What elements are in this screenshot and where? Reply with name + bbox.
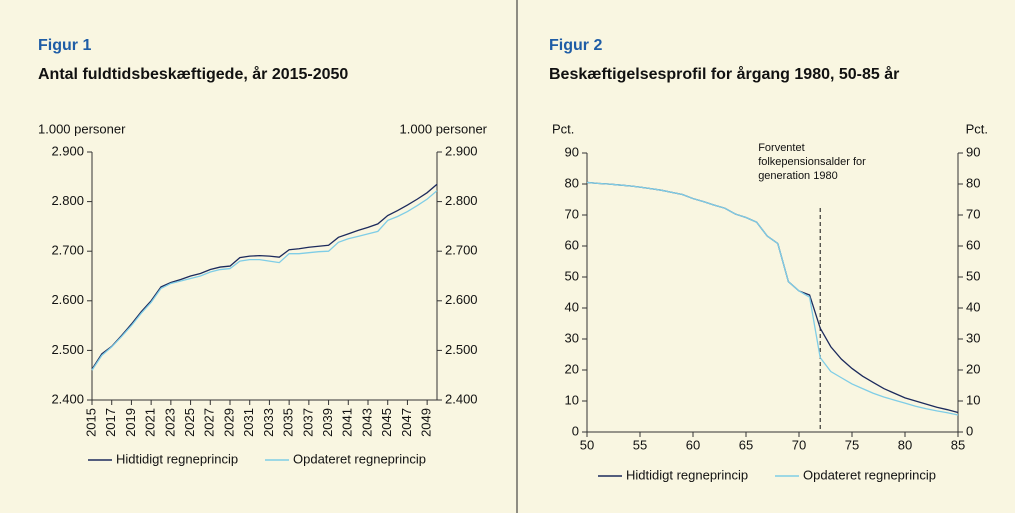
x-tick-label: 2043 xyxy=(359,408,374,437)
legend-label: Hidtidigt regneprincip xyxy=(116,451,238,466)
x-tick-label: 2049 xyxy=(419,408,434,437)
y-tick-label: 2.700 xyxy=(51,243,84,258)
x-tick-label: 2033 xyxy=(261,408,276,437)
x-tick-label: 60 xyxy=(686,437,700,452)
y2-tick-label: 2.500 xyxy=(445,342,478,357)
y2-tick-label: 70 xyxy=(966,206,980,221)
y-tick-label: 80 xyxy=(565,175,579,190)
x-tick-label: 75 xyxy=(845,437,859,452)
y-tick-label: 40 xyxy=(565,299,579,314)
y2-tick-label: 50 xyxy=(966,268,980,283)
x-tick-label: 2031 xyxy=(241,408,256,437)
y2-tick-label: 0 xyxy=(966,423,973,438)
legend-label: Opdateret regneprincip xyxy=(293,451,426,466)
y-tick-label: 2.400 xyxy=(51,391,84,406)
x-tick-label: 2037 xyxy=(300,408,315,437)
x-tick-label: 2041 xyxy=(340,408,355,437)
y2-axis-label: Pct. xyxy=(966,121,988,136)
figure-label: Figur 2 xyxy=(549,37,602,54)
chart-title: Beskæftigelsesprofil for årgang 1980, 50… xyxy=(549,65,899,83)
y-tick-label: 70 xyxy=(565,206,579,221)
x-tick-label: 2023 xyxy=(162,408,177,437)
y-tick-label: 2.900 xyxy=(51,143,84,158)
annotation-text: Forventet xyxy=(758,142,804,154)
legend-label: Hidtidigt regneprincip xyxy=(626,467,748,482)
x-tick-label: 65 xyxy=(739,437,753,452)
x-tick-label: 70 xyxy=(792,437,806,452)
y2-tick-label: 2.700 xyxy=(445,243,478,258)
y-tick-label: 0 xyxy=(572,423,579,438)
x-tick-label: 2027 xyxy=(202,408,217,437)
y-axis-label: Pct. xyxy=(552,121,574,136)
x-tick-label: 2035 xyxy=(281,408,296,437)
x-tick-label: 2029 xyxy=(221,408,236,437)
y2-tick-label: 20 xyxy=(966,361,980,376)
x-tick-label: 2047 xyxy=(399,408,414,437)
series-line xyxy=(586,181,959,414)
y2-tick-label: 60 xyxy=(966,237,980,252)
x-tick-label: 55 xyxy=(633,437,647,452)
x-tick-label: 2021 xyxy=(143,408,158,437)
y2-tick-label: 2.400 xyxy=(445,391,478,406)
y-axis-label: 1.000 personer xyxy=(38,121,126,136)
y-tick-label: 50 xyxy=(565,268,579,283)
x-tick-label: 2025 xyxy=(182,408,197,437)
y2-tick-label: 10 xyxy=(966,392,980,407)
y2-tick-label: 2.800 xyxy=(445,193,478,208)
y2-axis-label: 1.000 personer xyxy=(400,121,488,136)
annotation-text: folkepensionsalder for xyxy=(758,156,866,168)
y2-tick-label: 90 xyxy=(966,144,980,159)
series-line xyxy=(91,190,438,371)
x-tick-label: 50 xyxy=(580,437,594,452)
chart-title: Antal fuldtidsbeskæftigede, år 2015-2050 xyxy=(38,65,348,83)
y-tick-label: 30 xyxy=(565,330,579,345)
y-tick-label: 60 xyxy=(565,237,579,252)
y-tick-label: 2.500 xyxy=(51,342,84,357)
x-tick-label: 2045 xyxy=(379,408,394,437)
x-tick-label: 85 xyxy=(951,437,965,452)
x-tick-label: 80 xyxy=(898,437,912,452)
x-tick-label: 2019 xyxy=(123,408,138,437)
y-tick-label: 20 xyxy=(565,361,579,376)
annotation-text: generation 1980 xyxy=(758,170,838,182)
y2-tick-label: 2.600 xyxy=(445,292,478,307)
y-tick-label: 90 xyxy=(565,144,579,159)
y-tick-label: 2.600 xyxy=(51,292,84,307)
legend-label: Opdateret regneprincip xyxy=(803,467,936,482)
y-tick-label: 2.800 xyxy=(51,193,84,208)
x-tick-label: 2017 xyxy=(103,408,118,437)
x-tick-label: 2039 xyxy=(320,408,335,437)
y2-tick-label: 80 xyxy=(966,175,980,190)
series-line xyxy=(91,183,438,370)
figure-label: Figur 1 xyxy=(38,37,91,54)
y-tick-label: 10 xyxy=(565,392,579,407)
x-tick-label: 2015 xyxy=(83,408,98,437)
y2-tick-label: 30 xyxy=(966,330,980,345)
y2-tick-label: 40 xyxy=(966,299,980,314)
series-line xyxy=(586,181,959,416)
y2-tick-label: 2.900 xyxy=(445,143,478,158)
